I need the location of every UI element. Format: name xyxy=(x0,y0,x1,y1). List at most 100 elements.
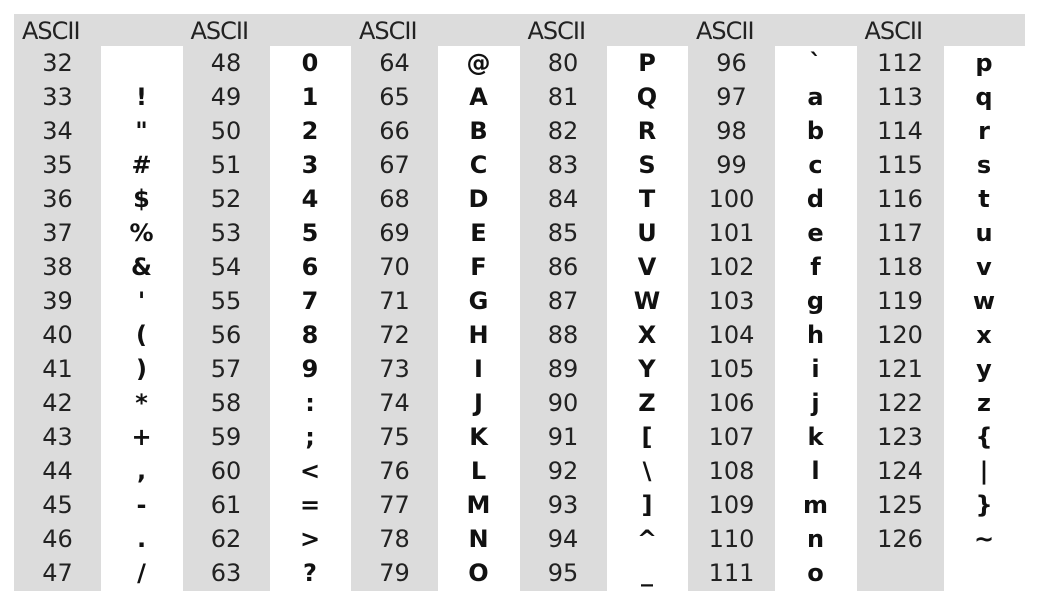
ascii-character-cell: L xyxy=(470,457,487,485)
ascii-character-cell: ' xyxy=(137,287,146,315)
ascii-code-cell: 67 xyxy=(379,151,410,179)
ascii-code-cell: 76 xyxy=(379,457,410,485)
ascii-code-cell: 122 xyxy=(877,389,923,417)
ascii-character-cell: n xyxy=(806,525,825,553)
ascii-character-cell: 5 xyxy=(301,219,319,247)
ascii-code-cell: 79 xyxy=(379,559,410,587)
ascii-code-cell: 123 xyxy=(877,423,923,451)
ascii-code-cell: 119 xyxy=(877,287,923,315)
ascii-code-cell: 65 xyxy=(379,83,410,111)
ascii-character-cell: ^ xyxy=(636,525,658,553)
ascii-character-cell: 0 xyxy=(301,49,319,77)
ascii-code-cell: 94 xyxy=(547,525,579,553)
ascii-character-cell: M xyxy=(466,491,491,519)
ascii-character-cell: p xyxy=(975,49,993,77)
ascii-code-cell: 81 xyxy=(547,83,579,111)
ascii-code-cell: 63 xyxy=(210,559,242,587)
ascii-character-cell: > xyxy=(299,525,321,553)
ascii-code-cell: 96 xyxy=(716,49,747,77)
ascii-code-cell: 42 xyxy=(42,389,73,417)
ascii-character-cell: v xyxy=(976,253,992,281)
ascii-code-cell: 59 xyxy=(210,423,242,451)
ascii-code-cell: 84 xyxy=(547,185,579,213)
ascii-code-cell: 126 xyxy=(877,525,923,553)
ascii-code-cell: 86 xyxy=(547,253,579,281)
ascii-character-cell: c xyxy=(808,151,823,179)
ascii-code-cell: 53 xyxy=(210,219,242,247)
ascii-character-cell: ~ xyxy=(973,525,995,553)
ascii-code-cell: 82 xyxy=(547,117,579,145)
ascii-character-cell: m xyxy=(802,491,828,519)
ascii-code-cell: 88 xyxy=(547,321,579,349)
ascii-character-cell: C xyxy=(469,151,488,179)
header-ascii-label: ASCII xyxy=(190,17,250,45)
ascii-character-cell: Q xyxy=(636,83,658,111)
ascii-character-cell: K xyxy=(469,423,488,451)
ascii-code-cell: 118 xyxy=(877,253,923,281)
ascii-code-cell: 112 xyxy=(877,49,923,77)
ascii-character-cell: H xyxy=(468,321,489,349)
ascii-code-cell: 117 xyxy=(877,219,923,247)
ascii-code-cell: 108 xyxy=(708,457,755,485)
ascii-character-cell: ? xyxy=(303,559,317,587)
ascii-character-cell: " xyxy=(135,117,148,145)
ascii-code-cell: 103 xyxy=(708,287,755,315)
ascii-code-cell: 46 xyxy=(42,525,73,553)
ascii-code-cell: 54 xyxy=(210,253,242,281)
ascii-code-cell: 115 xyxy=(877,151,923,179)
ascii-character-cell: R xyxy=(637,117,657,145)
ascii-code-cell: 37 xyxy=(42,219,73,247)
ascii-code-cell: 99 xyxy=(716,151,747,179)
ascii-character-cell: 2 xyxy=(301,117,319,145)
ascii-character-cell: q xyxy=(975,83,993,111)
ascii-character-cell: { xyxy=(975,423,993,451)
ascii-character-cell: 8 xyxy=(301,321,319,349)
ascii-character-cell: k xyxy=(807,423,824,451)
ascii-character-cell: y xyxy=(976,355,992,383)
code-column-background xyxy=(182,46,270,591)
ascii-character-cell: . xyxy=(136,525,147,553)
ascii-character-cell: $ xyxy=(133,185,150,213)
ascii-code-cell: 71 xyxy=(379,287,410,315)
ascii-code-cell: 124 xyxy=(877,457,923,485)
ascii-character-cell: x xyxy=(976,321,992,349)
ascii-character-cell: A xyxy=(469,83,488,111)
ascii-code-cell: 34 xyxy=(42,117,73,145)
ascii-character-cell: ! xyxy=(136,83,147,111)
header-band xyxy=(14,14,1025,46)
ascii-code-cell: 32 xyxy=(42,49,73,77)
ascii-character-cell: < xyxy=(299,457,321,485)
ascii-code-cell: 98 xyxy=(716,117,747,145)
ascii-character-cell: a xyxy=(807,83,824,111)
ascii-code-cell: 74 xyxy=(379,389,410,417)
ascii-code-cell: 111 xyxy=(708,559,755,587)
ascii-character-cell: _ xyxy=(641,559,653,587)
column-group: 64 @65 A 66 B 67 C 68 D 69 E 70 F 71 G 72 H 73 I 74 J 75 K 76 L 7… xyxy=(351,46,520,591)
code-column-background xyxy=(519,46,607,591)
ascii-code-cell: 57 xyxy=(210,355,242,383)
column-group: 32 33! 34 " 35 #36 $37% 38 & 39 ' 40 (41) 42 * 43 +44, 45… xyxy=(14,46,183,591)
ascii-code-cell: 104 xyxy=(708,321,755,349)
ascii-code-cell: 35 xyxy=(42,151,73,179)
ascii-code-cell: 69 xyxy=(379,219,410,247)
ascii-code-cell: 44 xyxy=(42,457,73,485)
ascii-code-cell: 43 xyxy=(42,423,73,451)
code-column-background xyxy=(351,46,438,591)
ascii-character-cell: } xyxy=(975,491,993,519)
code-column-background xyxy=(856,46,944,591)
ascii-code-cell: 78 xyxy=(379,525,410,553)
ascii-character-cell: O xyxy=(468,559,489,587)
ascii-character-cell: 3 xyxy=(301,151,319,179)
ascii-code-cell: 62 xyxy=(210,525,242,553)
ascii-character-cell: Z xyxy=(638,389,656,417)
ascii-code-cell: 55 xyxy=(210,287,242,315)
ascii-code-cell: 51 xyxy=(210,151,242,179)
ascii-code-cell: 36 xyxy=(42,185,73,213)
ascii-character-cell: w xyxy=(972,287,996,315)
ascii-code-cell: 125 xyxy=(877,491,923,519)
ascii-character-cell: o xyxy=(807,559,824,587)
ascii-code-cell: 91 xyxy=(547,423,579,451)
ascii-character-cell: # xyxy=(131,151,152,179)
ascii-code-cell: 116 xyxy=(877,185,923,213)
ascii-character-cell: P xyxy=(638,49,656,77)
